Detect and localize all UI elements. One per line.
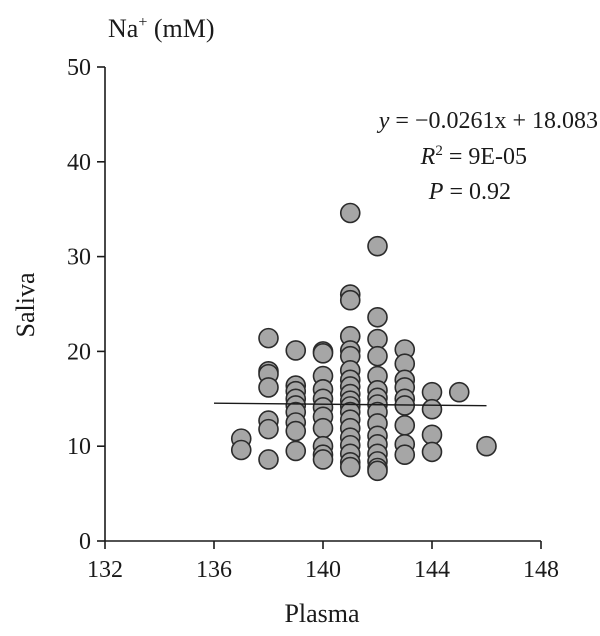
data-point (312, 342, 334, 364)
data-point (285, 440, 307, 462)
data-point (258, 418, 279, 440)
r2-superscript: 2 (435, 143, 443, 159)
y-tick-label: 10 (67, 434, 91, 460)
regression-line (213, 402, 487, 407)
chart-title-unit: (mM) (147, 14, 214, 43)
data-point (312, 449, 334, 470)
data-point (367, 345, 388, 367)
x-tick-label: 148 (523, 557, 559, 583)
y-tick-label: 20 (67, 339, 91, 365)
x-tick-label: 132 (87, 557, 123, 583)
data-point (339, 456, 361, 478)
data-point (312, 417, 334, 439)
y-axis-title: Saliva (11, 272, 40, 337)
data-points (230, 202, 497, 482)
x-tick-label: 136 (196, 557, 232, 583)
r-squared: R2 = 9E-05 (420, 143, 527, 170)
data-point (285, 420, 307, 442)
p-value: P = 0.92 (428, 179, 511, 205)
p-label: P (428, 179, 444, 205)
r2-value: = 9E-05 (443, 144, 527, 170)
data-point (367, 235, 388, 257)
data-point (339, 202, 361, 224)
chart-title-superscript: + (138, 14, 147, 31)
data-point (258, 377, 279, 398)
x-tick-label: 140 (305, 557, 341, 583)
data-point (421, 424, 443, 446)
data-point (258, 449, 279, 470)
x-axis-title: Plasma (284, 599, 360, 628)
data-point (367, 328, 388, 350)
y-tick-label: 0 (79, 529, 91, 555)
regression-equation: y = −0.0261x + 18.083 (377, 108, 598, 134)
data-point (421, 441, 443, 463)
data-point (367, 460, 388, 482)
chart-title-main: Na (108, 14, 139, 43)
x-axis-ticks: 132 136 140 144 148 (87, 541, 559, 583)
equation-y: y (377, 108, 390, 134)
data-point (285, 340, 307, 361)
y-tick-label: 30 (67, 245, 91, 271)
r2-label: R (420, 144, 436, 170)
data-point (476, 435, 497, 457)
data-point (421, 381, 443, 403)
y-axis-ticks: 0 10 20 30 40 50 (67, 55, 105, 555)
y-tick-label: 40 (67, 150, 91, 176)
x-tick-label: 144 (414, 557, 450, 583)
data-point (367, 306, 388, 328)
chart-title: Na+ (mM) (108, 14, 215, 43)
data-point (230, 439, 252, 461)
equation-rest: = −0.0261x + 18.083 (389, 108, 598, 134)
y-tick-label: 50 (67, 55, 91, 81)
data-point (339, 289, 361, 311)
data-point (448, 381, 470, 403)
data-point (258, 327, 279, 349)
data-point (421, 398, 443, 420)
data-point (394, 444, 416, 466)
p-value-number: = 0.92 (443, 179, 511, 205)
data-point (394, 415, 416, 436)
